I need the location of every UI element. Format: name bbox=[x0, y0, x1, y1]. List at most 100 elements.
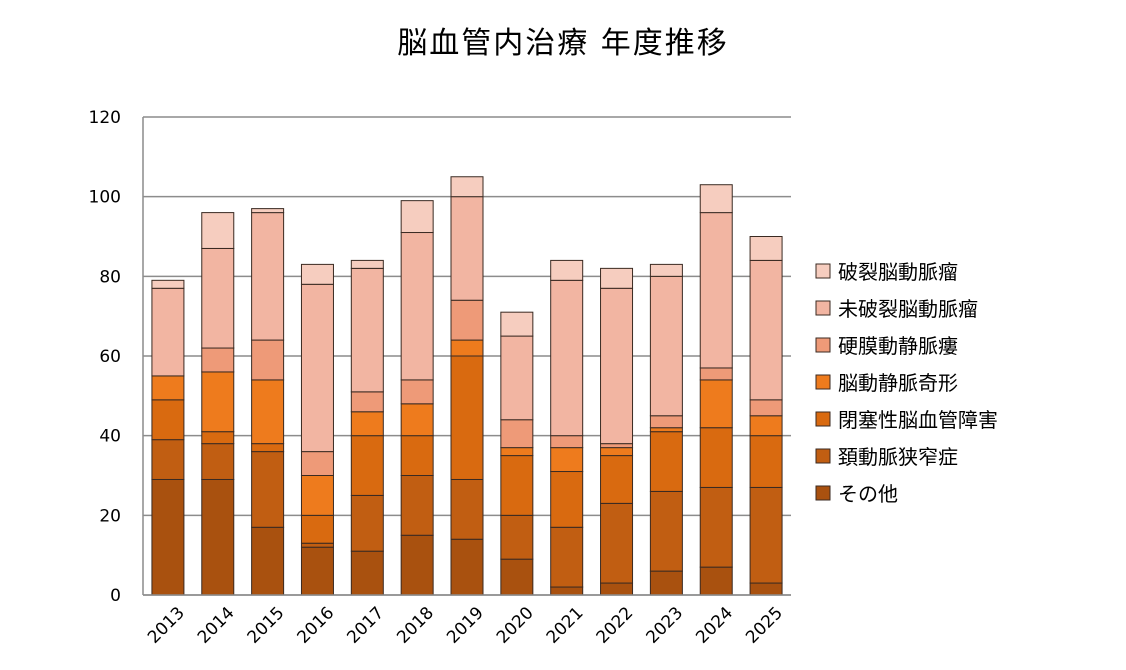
bar-segment-2021-3 bbox=[550, 447, 584, 473]
y-tick-label: 0 bbox=[110, 586, 121, 606]
bar-segment-2021-1 bbox=[550, 526, 584, 588]
bar-segment-2013-5 bbox=[151, 287, 185, 377]
legend-item: 閉塞性脳血管障害 bbox=[815, 408, 998, 432]
bar-segment-2017-4 bbox=[350, 391, 384, 413]
legend-swatch bbox=[815, 263, 831, 279]
bar-segment-2024-2 bbox=[699, 427, 733, 488]
bar-segment-2024-5 bbox=[699, 212, 733, 369]
bar-segment-2022-4 bbox=[600, 443, 634, 449]
bar-segment-2015-1 bbox=[251, 451, 285, 528]
bar-segment-2017-5 bbox=[350, 267, 384, 393]
bar-segment-2019-2 bbox=[450, 355, 484, 480]
bar-segment-2023-6 bbox=[649, 263, 683, 277]
bar-segment-2025-1 bbox=[749, 486, 783, 584]
bar-segment-2023-0 bbox=[649, 570, 683, 596]
y-tick-label: 120 bbox=[89, 108, 121, 128]
bar-stack-2018 bbox=[400, 200, 434, 596]
bar-segment-2015-2 bbox=[251, 443, 285, 453]
bar-segment-2013-1 bbox=[151, 439, 185, 480]
bar-segment-2018-2 bbox=[400, 435, 434, 476]
bar-segment-2016-6 bbox=[300, 263, 334, 285]
bar-segment-2018-5 bbox=[400, 232, 434, 381]
bar-stack-2023 bbox=[649, 263, 683, 596]
bar-segment-2022-3 bbox=[600, 447, 634, 457]
x-tick-label: 2021 bbox=[543, 603, 588, 648]
bar-stack-2024 bbox=[699, 184, 733, 596]
bar-segment-2022-1 bbox=[600, 502, 634, 584]
bar-segment-2017-3 bbox=[350, 411, 384, 437]
bar-segment-2023-4 bbox=[649, 415, 683, 429]
bar-stack-2019 bbox=[450, 176, 484, 596]
bar-segment-2022-2 bbox=[600, 455, 634, 504]
bar-segment-2024-1 bbox=[699, 486, 733, 568]
bar-segment-2013-3 bbox=[151, 375, 185, 401]
bar-segment-2015-6 bbox=[251, 208, 285, 214]
x-tick-label: 2025 bbox=[742, 603, 787, 648]
legend-label: 破裂脳動脈瘤 bbox=[838, 260, 958, 284]
x-tick-label: 2020 bbox=[493, 603, 538, 648]
y-tick-label: 80 bbox=[99, 267, 121, 287]
bar-segment-2018-1 bbox=[400, 475, 434, 536]
bar-segment-2023-1 bbox=[649, 490, 683, 572]
legend-label: 閉塞性脳血管障害 bbox=[838, 408, 998, 432]
bar-segment-2018-3 bbox=[400, 403, 434, 437]
bar-segment-2021-2 bbox=[550, 471, 584, 528]
y-tick-label: 100 bbox=[89, 188, 121, 208]
bars bbox=[151, 176, 783, 596]
legend: 破裂脳動脈瘤未破裂脳動脈瘤硬膜動静脈瘻脳動静脈奇形閉塞性脳血管障害頚動脈狭窄症そ… bbox=[815, 260, 998, 506]
legend-item: その他 bbox=[815, 482, 898, 506]
bar-segment-2013-2 bbox=[151, 399, 185, 441]
bar-stack-2015 bbox=[251, 208, 285, 596]
legend-item: 頚動脈狭窄症 bbox=[815, 445, 958, 469]
bar-segment-2025-2 bbox=[749, 435, 783, 488]
bar-segment-2014-1 bbox=[201, 443, 235, 480]
legend-label: 未破裂脳動脈瘤 bbox=[838, 297, 978, 321]
bar-segment-2017-2 bbox=[350, 435, 384, 496]
bar-segment-2023-2 bbox=[649, 431, 683, 492]
bar-segment-2014-5 bbox=[201, 247, 235, 349]
bar-segment-2016-5 bbox=[300, 283, 334, 453]
x-tick-label: 2016 bbox=[294, 603, 339, 648]
bar-segment-2018-4 bbox=[400, 379, 434, 405]
bar-segment-2013-0 bbox=[151, 478, 185, 596]
bar-segment-2018-6 bbox=[400, 200, 434, 234]
bar-segment-2022-5 bbox=[600, 287, 634, 445]
bar-segment-2016-4 bbox=[300, 451, 334, 477]
bar-segment-2013-6 bbox=[151, 279, 185, 289]
bar-segment-2016-0 bbox=[300, 546, 334, 596]
y-axis: 0 20 40 60 80 100 120 bbox=[89, 108, 144, 606]
bar-segment-2018-0 bbox=[400, 534, 434, 596]
bar-segment-2020-4 bbox=[500, 419, 534, 449]
legend-label: 脳動静脈奇形 bbox=[838, 371, 958, 395]
bar-segment-2020-1 bbox=[500, 514, 534, 560]
x-tick-label: 2019 bbox=[443, 603, 488, 648]
x-tick-label: 2023 bbox=[642, 603, 687, 648]
bar-segment-2019-4 bbox=[450, 299, 484, 341]
x-tick-label: 2015 bbox=[244, 603, 289, 648]
legend-item: 脳動静脈奇形 bbox=[815, 371, 958, 395]
bar-segment-2025-5 bbox=[749, 259, 783, 401]
bar-segment-2023-5 bbox=[649, 275, 683, 417]
x-tick-label: 2024 bbox=[692, 603, 737, 648]
bar-stack-2022 bbox=[600, 267, 634, 596]
legend-swatch bbox=[815, 485, 831, 501]
bar-segment-2020-3 bbox=[500, 447, 534, 457]
bar-stack-2017 bbox=[350, 259, 384, 596]
chart-title: 脳血管内治療 年度推移 bbox=[397, 26, 729, 61]
bar-segment-2014-2 bbox=[201, 431, 235, 445]
bar-segment-2015-4 bbox=[251, 339, 285, 381]
bar-segment-2017-1 bbox=[350, 494, 384, 552]
bar-segment-2017-0 bbox=[350, 550, 384, 596]
bar-segment-2025-4 bbox=[749, 399, 783, 417]
bar-segment-2022-6 bbox=[600, 267, 634, 289]
bar-segment-2016-2 bbox=[300, 514, 334, 544]
legend-swatch bbox=[815, 411, 831, 427]
bar-segment-2019-3 bbox=[450, 339, 484, 357]
legend-swatch bbox=[815, 448, 831, 464]
bar-segment-2020-0 bbox=[500, 558, 534, 596]
bar-segment-2023-3 bbox=[649, 427, 683, 433]
legend-swatch bbox=[815, 300, 831, 316]
bar-stack-2021 bbox=[550, 259, 584, 596]
bar-segment-2024-3 bbox=[699, 379, 733, 429]
